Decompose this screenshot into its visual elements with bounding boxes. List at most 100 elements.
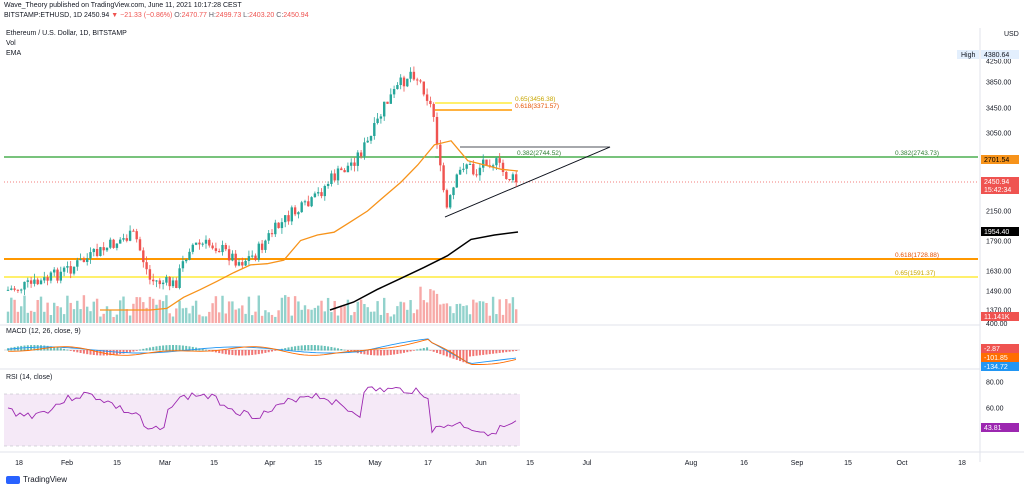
candle-body bbox=[373, 123, 376, 136]
volume-bar bbox=[95, 298, 99, 323]
candle-body bbox=[396, 85, 399, 90]
candle-body bbox=[6, 289, 10, 291]
volume-bar bbox=[353, 311, 356, 323]
volume-bar bbox=[284, 295, 287, 323]
macd-histogram-bar bbox=[109, 350, 112, 356]
candle-body bbox=[482, 159, 485, 168]
candle-body bbox=[135, 231, 138, 240]
volume-bar bbox=[185, 307, 188, 323]
candle-body bbox=[33, 279, 36, 284]
macd-signal-line bbox=[7, 338, 517, 365]
macd-histogram-bar bbox=[271, 350, 273, 352]
candle-body bbox=[125, 238, 128, 241]
volume-bar bbox=[465, 305, 468, 323]
macd-histogram-bar bbox=[122, 350, 125, 354]
volume-bar bbox=[125, 309, 128, 323]
candle-body bbox=[257, 243, 260, 260]
time-tick-label: Feb bbox=[61, 460, 73, 467]
candle-body bbox=[409, 71, 412, 79]
volume-bar bbox=[132, 303, 135, 323]
candle-body bbox=[171, 280, 175, 287]
candle-body bbox=[284, 215, 287, 223]
volume-bar bbox=[303, 305, 307, 323]
candle-body bbox=[26, 280, 29, 282]
volume-bar bbox=[406, 309, 409, 323]
macd-histogram-bar bbox=[106, 350, 108, 356]
volume-bar bbox=[109, 310, 112, 323]
volume-bar bbox=[165, 295, 168, 323]
volume-bar bbox=[66, 295, 69, 323]
volume-bar bbox=[267, 312, 270, 323]
macd-histogram-bar bbox=[254, 350, 257, 355]
macd-histogram-bar bbox=[208, 350, 211, 351]
volume-bar bbox=[478, 301, 482, 323]
candle-body bbox=[277, 222, 280, 229]
volume-bar bbox=[247, 296, 251, 323]
macd-histogram-bar bbox=[426, 347, 429, 351]
candle-body bbox=[221, 244, 224, 253]
macd-histogram-bar bbox=[323, 345, 326, 351]
volume-bar bbox=[158, 299, 161, 323]
candle-body bbox=[326, 183, 330, 187]
candle-body bbox=[445, 190, 449, 208]
macd-histogram-bar bbox=[422, 347, 425, 351]
volume-bar bbox=[419, 286, 422, 323]
ema-200-line bbox=[329, 231, 519, 311]
candle-body bbox=[254, 255, 257, 260]
candle-body bbox=[142, 250, 145, 263]
candle-body bbox=[92, 248, 95, 253]
volume-bar bbox=[277, 310, 280, 323]
macd-histogram-bar bbox=[79, 350, 82, 353]
candle-body bbox=[155, 280, 158, 282]
macd-label: MACD (12, 26, close, 9) bbox=[6, 328, 81, 335]
volume-bar bbox=[201, 316, 204, 323]
volume-bar bbox=[320, 300, 323, 323]
candle-body bbox=[152, 279, 155, 282]
volume-bar bbox=[458, 303, 462, 323]
macd-histogram-bar bbox=[63, 348, 66, 351]
macd-histogram-bar bbox=[201, 348, 204, 351]
candle-body bbox=[247, 256, 251, 261]
candle-body bbox=[237, 262, 241, 266]
volume-bar bbox=[99, 316, 102, 323]
price-tag-bg bbox=[981, 177, 1019, 186]
candle-body bbox=[399, 77, 402, 86]
candle-body bbox=[211, 245, 214, 249]
macd-histogram-bar bbox=[360, 350, 363, 354]
macd-histogram-bar bbox=[432, 350, 435, 352]
macd-histogram-bar bbox=[475, 350, 478, 356]
price-tag-value: 11.141K bbox=[984, 314, 1010, 321]
time-tick-label: 15 bbox=[844, 460, 852, 467]
candle-body bbox=[112, 239, 115, 248]
volume-bar bbox=[20, 306, 23, 323]
candle-body bbox=[115, 243, 119, 248]
candle-body bbox=[386, 101, 389, 104]
candle-body bbox=[208, 239, 211, 246]
volume-bar bbox=[115, 314, 119, 323]
macd-histogram-bar bbox=[181, 345, 184, 351]
candle-body bbox=[346, 165, 350, 173]
volume-bar bbox=[472, 299, 475, 323]
time-tick-label: 18 bbox=[15, 460, 23, 467]
volume-bar bbox=[488, 315, 491, 323]
candle-body bbox=[389, 94, 392, 104]
volume-bar bbox=[508, 303, 511, 323]
macd-histogram-bar bbox=[294, 346, 297, 351]
macd-histogram-bar bbox=[135, 350, 138, 351]
volume-bar bbox=[274, 316, 277, 323]
candle-body bbox=[76, 260, 79, 267]
time-tick-label: 15 bbox=[113, 460, 121, 467]
candle-body bbox=[224, 244, 227, 250]
macd-histogram-bar bbox=[231, 350, 234, 356]
volume-bar bbox=[29, 310, 33, 323]
candle-body bbox=[13, 288, 16, 290]
volume-bar bbox=[152, 298, 155, 323]
candle-body bbox=[95, 248, 99, 256]
volume-bar bbox=[155, 304, 158, 323]
macd-histogram-bar bbox=[304, 345, 306, 351]
macd-histogram-bar bbox=[495, 350, 498, 354]
candle-body bbox=[379, 116, 383, 119]
volume-bar bbox=[356, 301, 359, 323]
candle-body bbox=[402, 77, 406, 87]
